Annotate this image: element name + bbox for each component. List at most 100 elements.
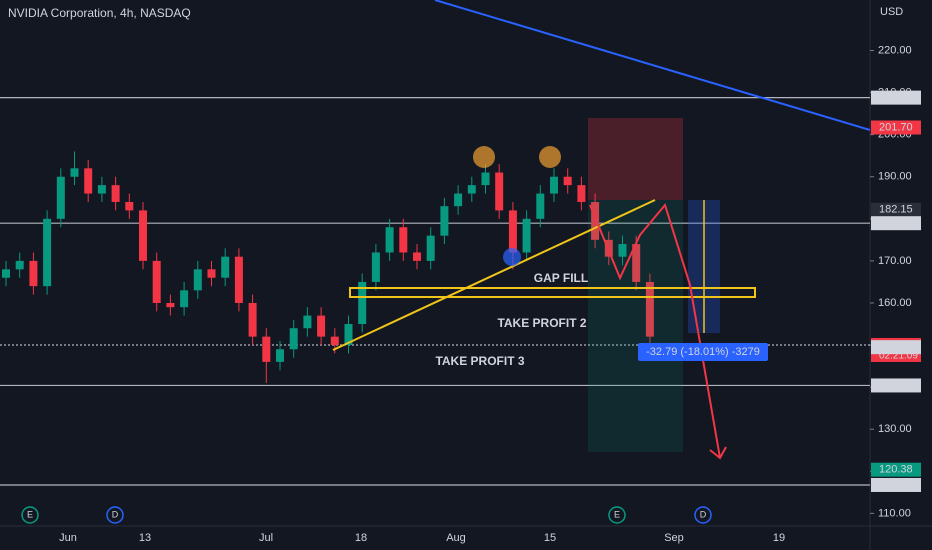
candle-body [262,336,271,362]
y-tick-label: 190.00 [878,171,912,183]
candle-body [358,281,367,325]
candle-body [550,176,558,194]
trend-line [434,0,871,131]
y-tick-label: 130.00 [878,423,912,435]
candle-body [207,269,216,278]
x-tick-label: Jul [259,532,273,544]
candle-body [15,260,24,270]
candle-body [180,290,189,308]
candle-body [317,315,326,337]
candle-body [303,315,312,329]
candle-body [276,349,284,362]
candle-body [70,168,79,177]
gap-box [349,287,756,298]
price-tag [871,462,921,477]
target-zone [588,200,683,452]
price-tag-label: 208.80 [879,92,913,104]
measure-label: -32.79 (-18.01%) -3279 [646,346,760,358]
price-tag [871,90,921,105]
candle-body [234,256,243,303]
candle-body [440,206,449,236]
event-icon-label: E [614,509,620,519]
candle-body [330,336,339,346]
support-line [332,199,656,351]
y-tick-label: 170.00 [878,255,912,267]
x-tick-label: 13 [139,532,151,544]
event-icon [694,506,712,524]
currency: USD [880,6,903,18]
candle-body [2,269,10,278]
candle-body [413,252,421,261]
candle-body [29,260,38,287]
x-tick-label: 15 [544,532,556,544]
candle-body [166,302,175,308]
candle-body [193,269,202,291]
price-tag [871,202,921,217]
x-tick-label: Jun [59,532,77,544]
candle-body [454,193,463,207]
projection-arrowhead [709,446,727,460]
candle-body [139,210,147,261]
top-marker [539,146,561,168]
symbol-title: NVIDIA Corporation, 4h, NASDAQ [8,6,191,20]
candle-body [536,193,545,219]
annotation: GAP FILL [534,271,588,285]
candle-body [618,244,627,257]
candle-body [84,168,93,194]
candle-body [481,172,490,186]
candle-body [97,185,106,194]
candle-body [399,227,408,253]
candle-body [248,302,257,337]
candle-body [467,185,476,194]
price-tag-label: 201.70 [879,121,913,133]
price-tag [871,477,921,492]
price-tag-label: 140.40 [879,379,913,391]
candle-body [522,218,531,253]
price-tag-label: 149.50 [879,341,913,353]
event-icon [608,506,626,524]
y-tick-label: 160.00 [878,297,912,309]
annotation: TAKE PROFIT 2 [497,316,586,330]
event-icon-label: E [27,509,33,519]
event-icon-label: D [112,509,119,519]
projection-path [589,202,721,459]
candle-body [43,218,52,287]
stop-zone [588,118,683,200]
candle-body [632,244,641,282]
price-tag [871,120,921,135]
candle-body [111,185,120,202]
candle-body [56,176,65,219]
candle-body [125,201,134,211]
candle-body [495,172,504,211]
measure-label-box [638,343,768,361]
candle-body [152,260,161,303]
x-tick-label: 19 [773,532,785,544]
candle-body [563,176,572,186]
event-icon [21,506,39,524]
price-tag-label: 120.38 [879,464,913,476]
candle-body [385,227,394,253]
price-tag [871,340,921,355]
bottom-marker [503,248,521,266]
candle-body [591,201,600,240]
candle-body [289,328,298,350]
y-tick-label: 110.00 [878,507,911,519]
countdown: 02:21:09 [879,351,918,362]
x-tick-label: 18 [355,532,367,544]
y-tick-label: 220.00 [878,44,912,56]
event-icon-label: D [700,509,707,519]
price-tag-label: 178.96 [879,217,913,229]
x-tick-label: Aug [446,532,466,544]
candle-body [426,235,435,261]
candle-body [645,281,654,337]
x-tick-label: Sep [664,532,684,544]
candle-body [371,252,380,282]
candle-body [344,324,353,346]
event-icon [106,506,124,524]
price-tag [871,378,921,393]
top-marker [473,146,495,168]
price-tag-label: 116.75 [879,479,912,491]
candle-body [508,210,517,253]
annotation: TAKE PROFIT 3 [435,354,524,368]
